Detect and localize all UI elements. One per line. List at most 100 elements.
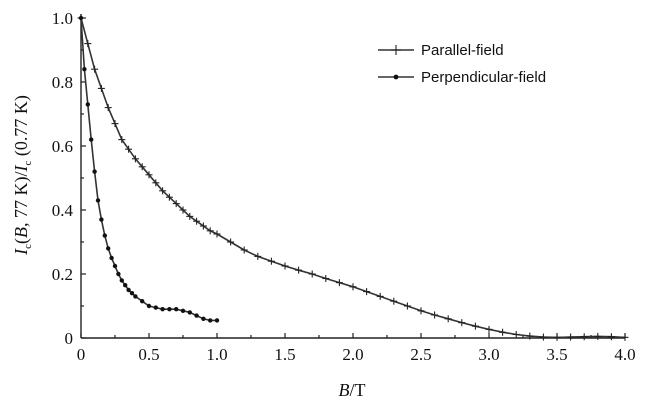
- data-point: [621, 333, 629, 341]
- data-point: [186, 212, 194, 220]
- data-point: [92, 169, 97, 174]
- data-point: [227, 238, 235, 246]
- x-tick-label: 3.5: [546, 345, 567, 364]
- data-point: [109, 255, 114, 261]
- data-point: [159, 187, 167, 195]
- data-point: [363, 288, 371, 296]
- data-point: [193, 217, 201, 225]
- y-tick-label: 1.0: [52, 9, 73, 28]
- data-point: [214, 318, 220, 323]
- data-point: [153, 305, 158, 310]
- data-point: [145, 171, 153, 179]
- data-point: [567, 333, 575, 341]
- data-point: [146, 303, 152, 309]
- data-point: [526, 332, 534, 340]
- y-axis-ticks: 0 0.2 0.4 0.6 0.8 1.0: [52, 9, 86, 348]
- data-point: [104, 104, 112, 112]
- data-point: [123, 283, 128, 288]
- data-point: [180, 308, 186, 313]
- x-tick-label: 4.0: [614, 345, 635, 364]
- data-point: [254, 252, 262, 260]
- data-point: [539, 333, 547, 341]
- data-point: [85, 102, 91, 107]
- data-point: [174, 307, 179, 312]
- data-point: [580, 333, 588, 341]
- data-point: [129, 291, 135, 296]
- y-axis-title: Ic(B, 77 K)/Ic (0.77 K): [11, 95, 34, 256]
- data-point: [199, 222, 207, 230]
- data-point: [335, 279, 343, 287]
- legend-item-perpendicular: Perpendicular-field: [378, 69, 546, 86]
- data-point: [201, 316, 206, 321]
- y-tick-label: 0.2: [52, 265, 73, 284]
- data-point: [167, 307, 172, 312]
- data-point: [89, 137, 94, 142]
- data-point: [349, 283, 357, 291]
- y-tick-label: 0.6: [52, 137, 73, 156]
- data-point: [111, 120, 119, 128]
- data-point: [84, 40, 92, 48]
- data-point: [78, 15, 84, 21]
- data-point: [133, 294, 138, 299]
- x-tick-label: 2.5: [410, 345, 431, 364]
- data-point: [267, 257, 275, 265]
- data-point: [458, 319, 466, 327]
- data-point: [126, 287, 131, 293]
- data-point: [208, 318, 213, 323]
- x-tick-label: 1.0: [206, 345, 227, 364]
- data-point: [138, 163, 146, 171]
- data-point: [206, 227, 214, 235]
- data-point: [119, 278, 125, 283]
- series-line: [80, 17, 217, 322]
- y-tick-label: 0.4: [52, 201, 74, 220]
- data-point: [512, 330, 520, 338]
- y-tick-label: 0.8: [52, 73, 73, 92]
- data-point: [125, 145, 133, 153]
- legend: Parallel-field Perpendicular-field: [378, 42, 546, 86]
- data-point: [140, 299, 145, 304]
- x-tick-label: 0: [77, 345, 86, 364]
- data-point: [308, 270, 316, 278]
- data-point: [102, 233, 108, 238]
- y-tick-label: 0: [65, 329, 74, 348]
- data-point: [91, 65, 99, 73]
- data-point: [160, 307, 165, 312]
- plot-area: [77, 14, 629, 341]
- data-point: [417, 307, 425, 315]
- data-point: [295, 266, 303, 274]
- legend-label-parallel: Parallel-field: [421, 42, 504, 59]
- data-point: [471, 322, 479, 330]
- x-axis-ticks: 0 0.5 1.0 1.5 2.0 2.5 3.0 3.5 4.0: [77, 333, 636, 364]
- data-point: [194, 313, 199, 318]
- data-point: [240, 246, 248, 254]
- data-point: [281, 262, 289, 270]
- data-point: [376, 292, 384, 300]
- data-point: [165, 193, 173, 201]
- data-point: [607, 333, 615, 341]
- data-point: [390, 297, 398, 305]
- data-point: [131, 155, 139, 163]
- data-point: [213, 230, 221, 238]
- data-point: [594, 332, 602, 340]
- data-point: [82, 67, 87, 72]
- data-point: [99, 217, 104, 222]
- data-point: [403, 302, 411, 310]
- x-tick-label: 3.0: [478, 345, 499, 364]
- data-point: [553, 333, 561, 341]
- data-point: [152, 179, 160, 187]
- x-tick-label: 0.5: [138, 345, 159, 364]
- legend-item-parallel: Parallel-field: [378, 42, 504, 59]
- data-point: [431, 311, 439, 319]
- data-point: [444, 315, 452, 323]
- x-tick-label: 2.0: [342, 345, 363, 364]
- series-perpendicular: [78, 15, 220, 323]
- legend-label-perpendicular: Perpendicular-field: [421, 69, 546, 86]
- x-tick-label: 1.5: [274, 345, 295, 364]
- data-point: [179, 206, 187, 214]
- data-point: [116, 271, 121, 277]
- x-axis-title: B/T: [339, 380, 366, 400]
- data-point: [97, 84, 105, 92]
- series-parallel: [77, 14, 629, 341]
- data-point: [112, 263, 118, 269]
